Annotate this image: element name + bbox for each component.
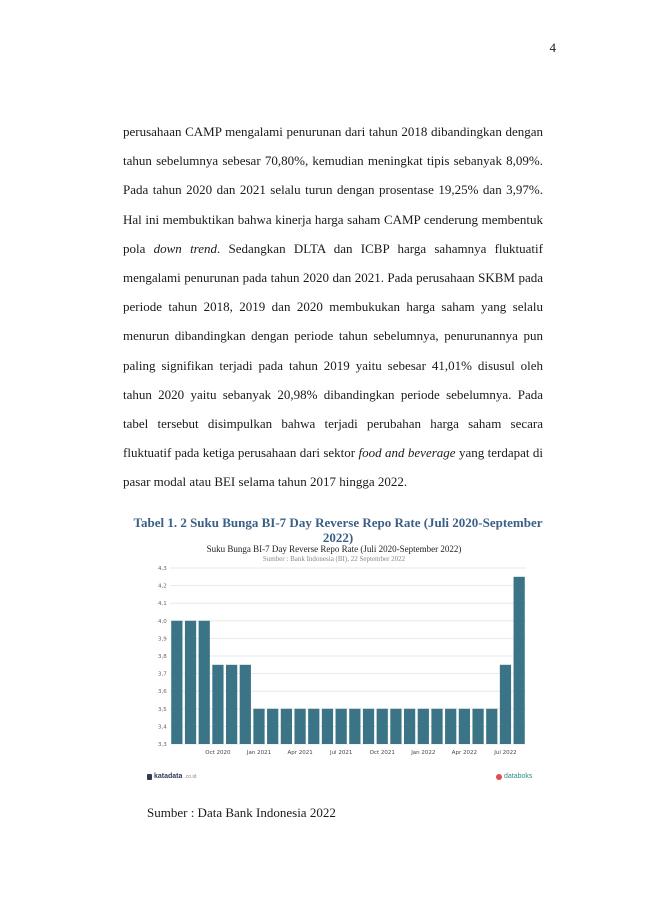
x-tick-label: Jul 2022 xyxy=(493,750,516,756)
bar xyxy=(198,620,210,744)
page-number: 4 xyxy=(549,40,557,55)
bar xyxy=(184,620,197,744)
y-tick-label: 4,3 xyxy=(158,566,167,572)
y-tick-label: 4,2 xyxy=(158,584,167,590)
y-tick-label: 4,1 xyxy=(158,601,167,607)
paragraph-text-1: perusahaan CAMP mengalami penurunan dari… xyxy=(123,124,543,256)
x-tick-label: Apr 2022 xyxy=(452,750,477,756)
bar xyxy=(226,664,238,744)
katadata-logo-icon xyxy=(147,773,152,780)
bar xyxy=(321,708,334,744)
databoks-logo-text: databoks xyxy=(504,773,533,780)
bar xyxy=(294,708,306,744)
y-axis-label: persen per tahun xyxy=(138,634,139,677)
paragraph-text-2: . Sedangkan DLTA dan ICBP harga sahamnya… xyxy=(123,240,543,461)
bar xyxy=(335,708,347,744)
databoks-logo-icon xyxy=(496,773,502,780)
chart-title: Suku Bunga BI-7 Day Reverse Repo Rate (J… xyxy=(206,544,462,554)
databoks-logo: databoks xyxy=(496,773,532,780)
x-tick-label: Jan 2021 xyxy=(246,750,271,756)
bar-chart: 4,3 4,2 4,1 4,0 3,9 3,8 3,7 3,6 3,5 3,4 3,3 persen … xyxy=(138,566,526,756)
source-note: Sumber : Data Bank Indonesia 2022 xyxy=(147,805,336,820)
bar xyxy=(513,576,525,744)
paragraph-text-3: yang terdapat di pasar modal atau BEI se… xyxy=(123,445,543,490)
bar xyxy=(390,708,402,744)
paragraph-italic-1: down trend xyxy=(153,240,218,256)
bar xyxy=(376,708,388,744)
bar xyxy=(472,708,484,744)
y-tick-label: 3,7 xyxy=(158,672,167,678)
y-tick-label: 3,5 xyxy=(158,707,167,713)
x-tick-label: Oct 2020 xyxy=(205,750,231,756)
y-tick-label: 3,4 xyxy=(158,724,167,730)
x-tick-label: Jul 2021 xyxy=(329,750,352,756)
bar xyxy=(417,708,429,744)
bar xyxy=(308,708,320,744)
bar xyxy=(212,664,224,744)
table-caption: Tabel 1. 2 Suku Bunga BI-7 Day Reverse R… xyxy=(133,515,543,545)
x-tick-label: Apr 2021 xyxy=(287,750,312,756)
bar xyxy=(431,708,443,744)
chart-container: Suku Bunga BI-7 Day Reverse Repo Rate (J… xyxy=(138,544,530,790)
y-tick-label: 3,6 xyxy=(158,689,167,695)
bar xyxy=(445,708,457,744)
bar xyxy=(499,664,512,744)
paragraph-italic-2: food and beverage xyxy=(358,445,456,461)
katadata-logo-text: katadata xyxy=(154,773,183,780)
y-tick-label: 4,0 xyxy=(158,619,167,625)
bar xyxy=(253,708,265,744)
bar xyxy=(349,708,361,744)
katadata-logo: katadata .co.id xyxy=(147,773,196,780)
bar xyxy=(486,708,498,744)
bar xyxy=(458,708,470,744)
bar xyxy=(362,708,375,744)
y-tick-label: 3,3 xyxy=(158,742,167,748)
bar xyxy=(280,708,292,744)
y-tick-label: 3,9 xyxy=(158,636,167,642)
x-tick-label: Oct 2021 xyxy=(370,750,395,756)
bar xyxy=(404,708,416,744)
chart-subtitle: Sumber : Bank Indonesia (BI), 22 Septemb… xyxy=(262,555,406,563)
bar xyxy=(239,664,251,744)
y-tick-label: 3,8 xyxy=(158,654,167,660)
bar xyxy=(171,620,183,744)
bar xyxy=(267,708,279,744)
body-paragraph: perusahaan CAMP mengalami penurunan dari… xyxy=(123,117,543,497)
x-tick-label: Jan 2022 xyxy=(410,750,435,756)
katadata-logo-suffix: .co.id xyxy=(184,773,197,780)
